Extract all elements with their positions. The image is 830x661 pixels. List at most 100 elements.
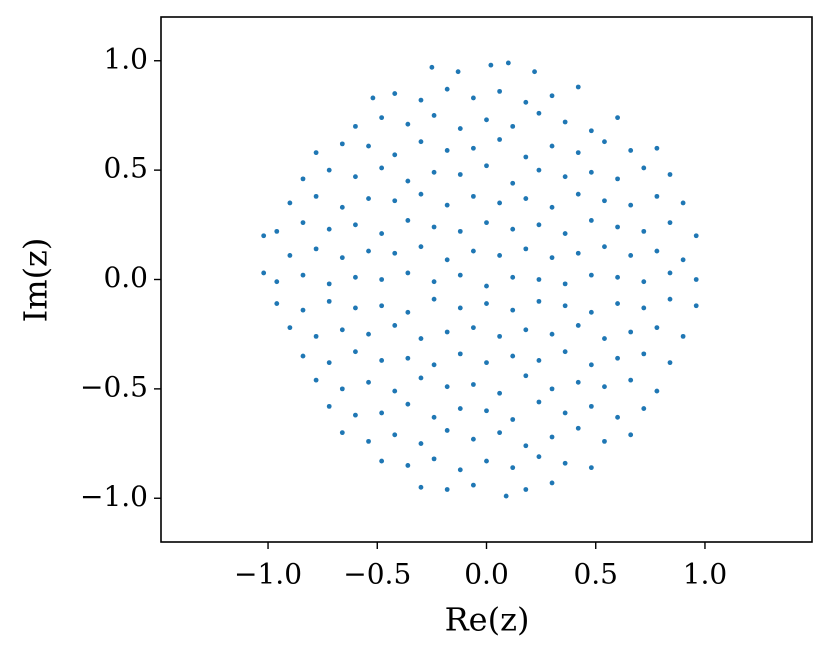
- point: [562, 349, 568, 355]
- point: [562, 281, 568, 287]
- point: [392, 250, 398, 256]
- point: [300, 307, 306, 313]
- point: [353, 174, 358, 180]
- y-tick-label: 0.0: [103, 261, 148, 294]
- point: [536, 277, 542, 282]
- point: [274, 228, 280, 234]
- point: [418, 97, 424, 103]
- point: [562, 119, 568, 125]
- point: [575, 191, 581, 197]
- y-tick-label: 0.5: [103, 152, 148, 185]
- point: [523, 373, 529, 379]
- point: [510, 274, 516, 280]
- point: [680, 200, 686, 206]
- point: [484, 220, 489, 226]
- point: [444, 202, 450, 208]
- point: [615, 176, 620, 182]
- point: [484, 301, 489, 306]
- point: [628, 432, 634, 438]
- point: [274, 301, 280, 306]
- point: [641, 228, 647, 234]
- point: [667, 270, 673, 276]
- point: [455, 69, 461, 75]
- point: [588, 169, 594, 175]
- point: [615, 414, 620, 420]
- point: [628, 253, 634, 258]
- point: [353, 274, 358, 280]
- point: [588, 403, 594, 409]
- point: [536, 110, 542, 116]
- point: [641, 406, 647, 411]
- point: [484, 458, 489, 464]
- point: [497, 333, 503, 339]
- x-tick-label: 0.0: [464, 558, 509, 591]
- point: [392, 91, 398, 96]
- point: [444, 487, 450, 492]
- point: [470, 482, 476, 488]
- point: [536, 454, 542, 460]
- point: [654, 248, 660, 254]
- point: [562, 231, 568, 236]
- point: [261, 233, 267, 239]
- point: [667, 172, 673, 177]
- point: [444, 329, 450, 335]
- point: [497, 200, 503, 206]
- point: [523, 443, 529, 449]
- point: [457, 126, 463, 131]
- point: [628, 329, 634, 335]
- point: [484, 163, 489, 169]
- point: [503, 493, 509, 499]
- point: [444, 86, 450, 92]
- point: [602, 384, 607, 390]
- point: [523, 154, 529, 160]
- point: [392, 432, 398, 438]
- point: [418, 139, 424, 145]
- point: [510, 226, 516, 232]
- point: [641, 165, 647, 171]
- point: [484, 283, 489, 289]
- point: [353, 349, 358, 355]
- point: [488, 62, 494, 68]
- point: [444, 257, 450, 263]
- point: [300, 220, 306, 226]
- point: [470, 325, 476, 331]
- point: [497, 137, 503, 142]
- point: [379, 277, 385, 282]
- point: [654, 193, 660, 199]
- point: [418, 191, 424, 197]
- point: [379, 231, 385, 236]
- point: [457, 272, 463, 278]
- point: [418, 484, 424, 490]
- point: [575, 250, 581, 256]
- point: [575, 379, 581, 385]
- point: [274, 279, 280, 285]
- point: [549, 434, 555, 440]
- point: [536, 358, 542, 363]
- point: [392, 152, 398, 158]
- point: [300, 353, 306, 359]
- point: [379, 458, 385, 464]
- point: [431, 113, 437, 118]
- point: [615, 224, 620, 230]
- point: [457, 172, 463, 177]
- point: [379, 165, 385, 171]
- point: [431, 456, 437, 462]
- y-axis-label: Im(z): [17, 238, 55, 323]
- point: [510, 307, 516, 313]
- point: [339, 141, 345, 147]
- point: [405, 121, 411, 127]
- point: [588, 218, 594, 223]
- point: [615, 274, 620, 280]
- point: [615, 301, 620, 306]
- point: [549, 143, 555, 149]
- point: [602, 198, 607, 204]
- point: [510, 465, 516, 471]
- point: [366, 438, 371, 444]
- point: [510, 353, 516, 359]
- point: [418, 336, 424, 341]
- point: [418, 375, 424, 381]
- point: [628, 377, 634, 383]
- point: [457, 305, 463, 311]
- point: [470, 145, 476, 151]
- point: [510, 123, 516, 129]
